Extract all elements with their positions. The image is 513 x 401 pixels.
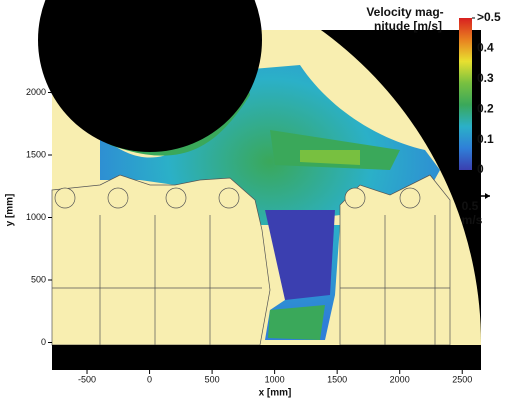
- colorbar-tick-label: 0: [477, 162, 484, 176]
- colorbar-tick-label: 0.1: [477, 132, 494, 146]
- colorbar-tick-label: 0.2: [477, 101, 494, 115]
- x-tick-label: 1000: [265, 374, 285, 384]
- colorbar: [459, 18, 472, 170]
- obstacle: [38, 0, 262, 152]
- colorbar-title: Velocity mag-: [366, 5, 443, 19]
- reference-unit: m/s: [462, 213, 483, 227]
- y-tick-label: 2000: [26, 87, 46, 97]
- colorbar-tick-label: 0.4: [477, 41, 494, 55]
- x-tick-label: -500: [78, 374, 96, 384]
- y-tick-label: 0: [41, 337, 46, 347]
- colorbar-title: nitude [m/s]: [374, 19, 442, 33]
- colorbar-tick-label: >0.5: [477, 10, 501, 24]
- x-tick-label: 1500: [327, 374, 347, 384]
- plot-area: [38, 0, 481, 370]
- colorbar-tick-label: 0.3: [477, 71, 494, 85]
- x-tick-label: 2000: [390, 374, 410, 384]
- y-tick-label: 500: [31, 274, 46, 284]
- seats: [51, 174, 451, 346]
- x-tick-label: 0: [147, 374, 152, 384]
- reference-value: 0.5: [462, 199, 479, 213]
- floor: [52, 345, 481, 370]
- x-tick-label: 500: [205, 374, 220, 384]
- y-tick-label: 1500: [26, 149, 46, 159]
- y-axis-label: y [mm]: [5, 194, 16, 227]
- x-axis-label: x [mm]: [259, 388, 292, 399]
- x-tick-label: 2500: [452, 374, 472, 384]
- y-tick-label: 1000: [26, 212, 46, 222]
- reference-arrow-head: [485, 193, 490, 199]
